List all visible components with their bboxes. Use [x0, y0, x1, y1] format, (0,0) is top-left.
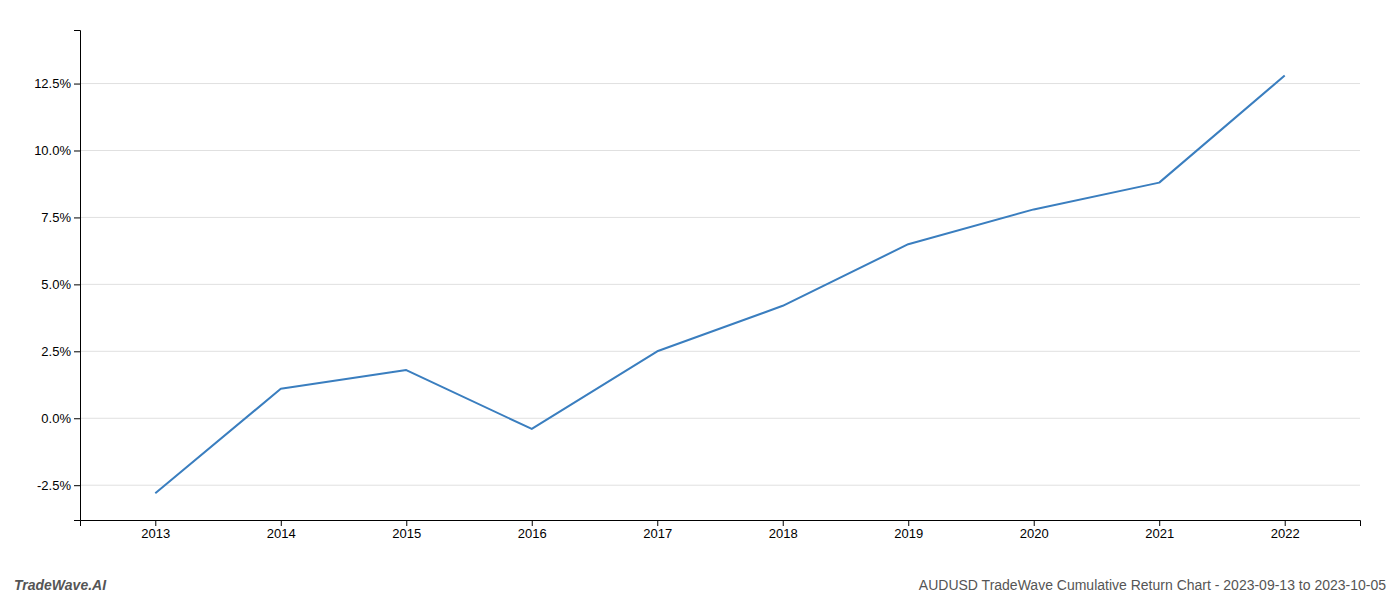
x-tick: 2015 — [392, 520, 421, 541]
y-tick: 0.0% — [41, 411, 80, 426]
y-tick-label: 0.0% — [41, 411, 71, 426]
x-axis-line — [81, 521, 1361, 527]
grid-line — [80, 485, 1360, 486]
x-tick-mark — [155, 520, 156, 526]
x-tick-label: 2022 — [1271, 526, 1300, 541]
grid-line — [80, 150, 1360, 151]
grid-line — [80, 217, 1360, 218]
x-tick-label: 2020 — [1020, 526, 1049, 541]
x-tick: 2020 — [1020, 520, 1049, 541]
y-tick: 2.5% — [41, 344, 80, 359]
grid-line — [80, 418, 1360, 419]
y-tick-label: 5.0% — [41, 277, 71, 292]
x-tick-mark — [1285, 520, 1286, 526]
y-axis: -2.5% 0.0% 2.5% 5.0% 7.5% 10.0% 12.5% — [34, 31, 80, 521]
x-tick: 2018 — [769, 520, 798, 541]
x-tick-mark — [657, 520, 658, 526]
x-tick-mark — [281, 520, 282, 526]
x-tick-label: 2021 — [1145, 526, 1174, 541]
line — [155, 76, 1284, 494]
footer-left: TradeWave.AI — [14, 577, 107, 593]
x-tick-label: 2018 — [769, 526, 798, 541]
y-tick-label: 12.5% — [34, 76, 71, 91]
x-tick-label: 2014 — [267, 526, 296, 541]
y-tick-label: 2.5% — [41, 344, 71, 359]
x-tick-mark — [1034, 520, 1035, 526]
grid-line — [80, 284, 1360, 285]
y-tick-mark — [74, 351, 80, 352]
y-tick-mark — [74, 217, 80, 218]
y-axis-line — [74, 31, 81, 521]
x-tick-mark — [908, 520, 909, 526]
y-tick: 5.0% — [41, 277, 80, 292]
y-tick: 10.0% — [34, 143, 80, 158]
y-tick: -2.5% — [37, 478, 80, 493]
x-tick-label: 2016 — [518, 526, 547, 541]
x-tick: 2014 — [267, 520, 296, 541]
x-tick-label: 2019 — [894, 526, 923, 541]
plot: -2.5%0.0%2.5%5.0%7.5%10.0%12.5%201320142… — [34, 31, 1360, 542]
x-tick-mark — [406, 520, 407, 526]
x-tick: 2021 — [1145, 520, 1174, 541]
y-tick-mark — [74, 485, 80, 486]
grid-line — [80, 351, 1360, 352]
x-tick-label: 2013 — [141, 526, 170, 541]
x-tick-mark — [532, 520, 533, 526]
y-tick-label: -2.5% — [37, 478, 71, 493]
y-tick-mark — [74, 150, 80, 151]
grid — [80, 84, 1360, 486]
x-tick: 2022 — [1271, 520, 1300, 541]
x-tick-mark — [783, 520, 784, 526]
footer-right: AUDUSD TradeWave Cumulative Return Chart… — [919, 577, 1386, 593]
y-tick: 7.5% — [41, 210, 80, 225]
y-tick-mark — [74, 84, 80, 85]
marks — [155, 76, 1284, 494]
y-tick: 12.5% — [34, 76, 80, 91]
x-tick-mark — [1159, 520, 1160, 526]
x-tick: 2016 — [518, 520, 547, 541]
x-axis: 2013 2014 2015 2016 2017 2018 2019 2020 2021 2022 — [81, 520, 1361, 541]
y-tick-mark — [74, 284, 80, 285]
y-tick-label: 10.0% — [34, 143, 71, 158]
x-tick: 2019 — [894, 520, 923, 541]
chart: -2.5%0.0%2.5%5.0%7.5%10.0%12.5%201320142… — [0, 0, 1400, 600]
x-tick: 2017 — [643, 520, 672, 541]
y-tick-mark — [74, 418, 80, 419]
x-tick-label: 2017 — [643, 526, 672, 541]
x-tick: 2013 — [141, 520, 170, 541]
grid-line — [80, 83, 1360, 84]
y-tick-label: 7.5% — [41, 210, 71, 225]
x-tick-label: 2015 — [392, 526, 421, 541]
